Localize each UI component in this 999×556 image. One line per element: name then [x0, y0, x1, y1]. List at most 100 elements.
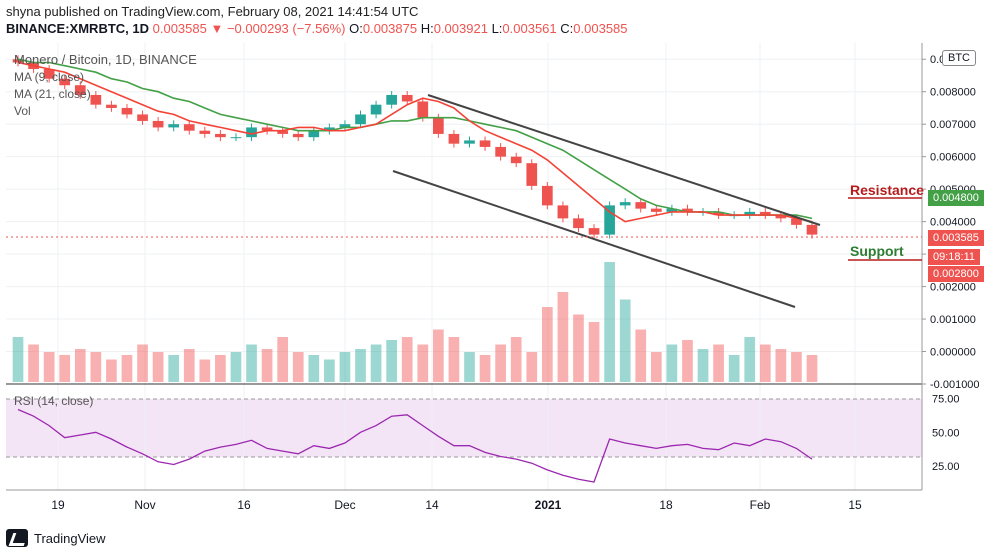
candle-body — [417, 101, 429, 118]
volume-bar — [90, 352, 102, 382]
channel-upper-line[interactable] — [427, 94, 821, 226]
candle-body — [370, 104, 382, 115]
time-tick-label: Dec — [334, 498, 355, 512]
ma9-legend[interactable]: MA (9, close) — [14, 70, 85, 84]
footer-brand[interactable]: TradingView — [6, 529, 106, 547]
volume-bar — [106, 359, 117, 382]
volume-bar — [308, 355, 320, 382]
low-value: 0.003561 — [502, 21, 557, 36]
volume-bar — [791, 352, 802, 382]
volume-bar — [12, 337, 24, 382]
candle-body — [230, 137, 242, 139]
high-label: H: — [420, 21, 434, 36]
volume-bar — [417, 344, 429, 382]
candle-body — [573, 218, 584, 229]
volume-legend[interactable]: Vol — [14, 104, 31, 118]
candle-body — [74, 85, 86, 95]
rsi-legend[interactable]: RSI (14, close) — [14, 394, 94, 408]
price-tick-label: 0.000000 — [930, 347, 976, 359]
candle-body — [292, 133, 304, 138]
volume-bar — [682, 340, 693, 382]
symbol-line: BINANCE:XMRBTC, 1D 0.003585 ▼ −0.000293 … — [6, 21, 628, 36]
low-label: L: — [491, 21, 503, 36]
volume-bar — [370, 344, 382, 382]
candle-body — [806, 224, 818, 235]
time-tick-label: 18 — [659, 498, 673, 512]
volume-bar — [152, 352, 164, 382]
candle-body — [339, 124, 351, 128]
candle-body — [43, 68, 55, 79]
volume-bar — [759, 344, 771, 382]
candle-body — [448, 133, 460, 144]
price-panel[interactable] — [6, 43, 922, 381]
candle-body — [183, 124, 195, 131]
volume-bar — [215, 355, 226, 382]
candle-body — [744, 211, 756, 216]
price-tick-label: 0.008000 — [930, 87, 976, 99]
volume-bar — [261, 349, 273, 382]
volume-bar — [292, 352, 304, 382]
chart-title: Monero / Bitcoin, 1D, BINANCE — [14, 52, 197, 67]
ma21-legend[interactable]: MA (21, close) — [14, 87, 91, 101]
price-tick-label: 0.006000 — [930, 152, 976, 164]
time-tick-label: 14 — [425, 498, 439, 512]
candle-body — [386, 94, 397, 105]
candle-body — [604, 205, 615, 235]
candle-body — [12, 59, 24, 63]
volume-bar — [43, 352, 55, 382]
volume-bar — [744, 337, 756, 382]
volume-bar — [619, 299, 631, 382]
volume-bar — [168, 355, 180, 382]
candles — [12, 55, 818, 239]
ma9-line — [17, 61, 813, 223]
volume-bar — [495, 344, 506, 382]
volume-bar — [246, 344, 257, 382]
volume-bar — [137, 344, 148, 382]
volume-bar — [479, 355, 491, 382]
volume-bar — [448, 337, 460, 382]
candle-body — [308, 130, 320, 138]
rsi-axis: 75.00 50.00 25.00 — [932, 394, 960, 473]
time-axis[interactable]: 19 Nov 16 Dec 14 2021 18 Feb 15 — [51, 498, 862, 512]
volume-bar — [573, 314, 584, 382]
last-price: 0.003585 — [152, 21, 207, 36]
candle-body — [246, 127, 257, 138]
volume-bar — [183, 349, 195, 382]
time-tick-label: Feb — [750, 498, 771, 512]
close-label: C: — [560, 21, 574, 36]
volume-bar — [666, 344, 678, 382]
publish-info: shyna published on TradingView.com, Febr… — [6, 4, 419, 19]
volume-bar — [401, 337, 413, 382]
symbol-name[interactable]: BINANCE:XMRBTC, 1D — [6, 21, 149, 36]
volume-bar — [806, 355, 818, 382]
support-annotation: Support — [850, 243, 904, 259]
tradingview-logo-icon — [6, 529, 28, 547]
volume-bar — [697, 349, 709, 382]
candle-body — [588, 228, 600, 235]
volume-bar — [28, 344, 39, 382]
candle-body — [713, 211, 724, 216]
candle-body — [401, 94, 413, 102]
candle-body — [526, 163, 538, 186]
time-tick-label: Nov — [134, 498, 155, 512]
volume-bar — [121, 355, 133, 382]
candle-body — [168, 124, 180, 128]
volume-bar — [355, 349, 366, 382]
resistance-annotation: Resistance — [850, 182, 924, 198]
channel-lower-line[interactable] — [392, 170, 796, 308]
candle-body — [541, 185, 553, 206]
candle-body — [121, 107, 133, 115]
ma21-line — [17, 58, 813, 220]
price-axis[interactable]: 0.0090000.0080000.0070000.0060000.005000… — [922, 54, 980, 391]
rsi-tick-label: 50.00 — [932, 427, 960, 439]
rsi-tick-label: 25.00 — [932, 461, 960, 473]
candle-body — [682, 208, 693, 212]
price-tick-label: -0.001000 — [930, 379, 980, 391]
volume-bar — [713, 344, 724, 382]
candle-body — [152, 120, 164, 128]
currency-badge[interactable]: BTC — [942, 50, 976, 66]
price-tick-label: 0.004000 — [930, 217, 976, 229]
volume-bar — [588, 322, 600, 382]
candle-body — [666, 208, 678, 212]
rsi-band — [6, 399, 922, 457]
